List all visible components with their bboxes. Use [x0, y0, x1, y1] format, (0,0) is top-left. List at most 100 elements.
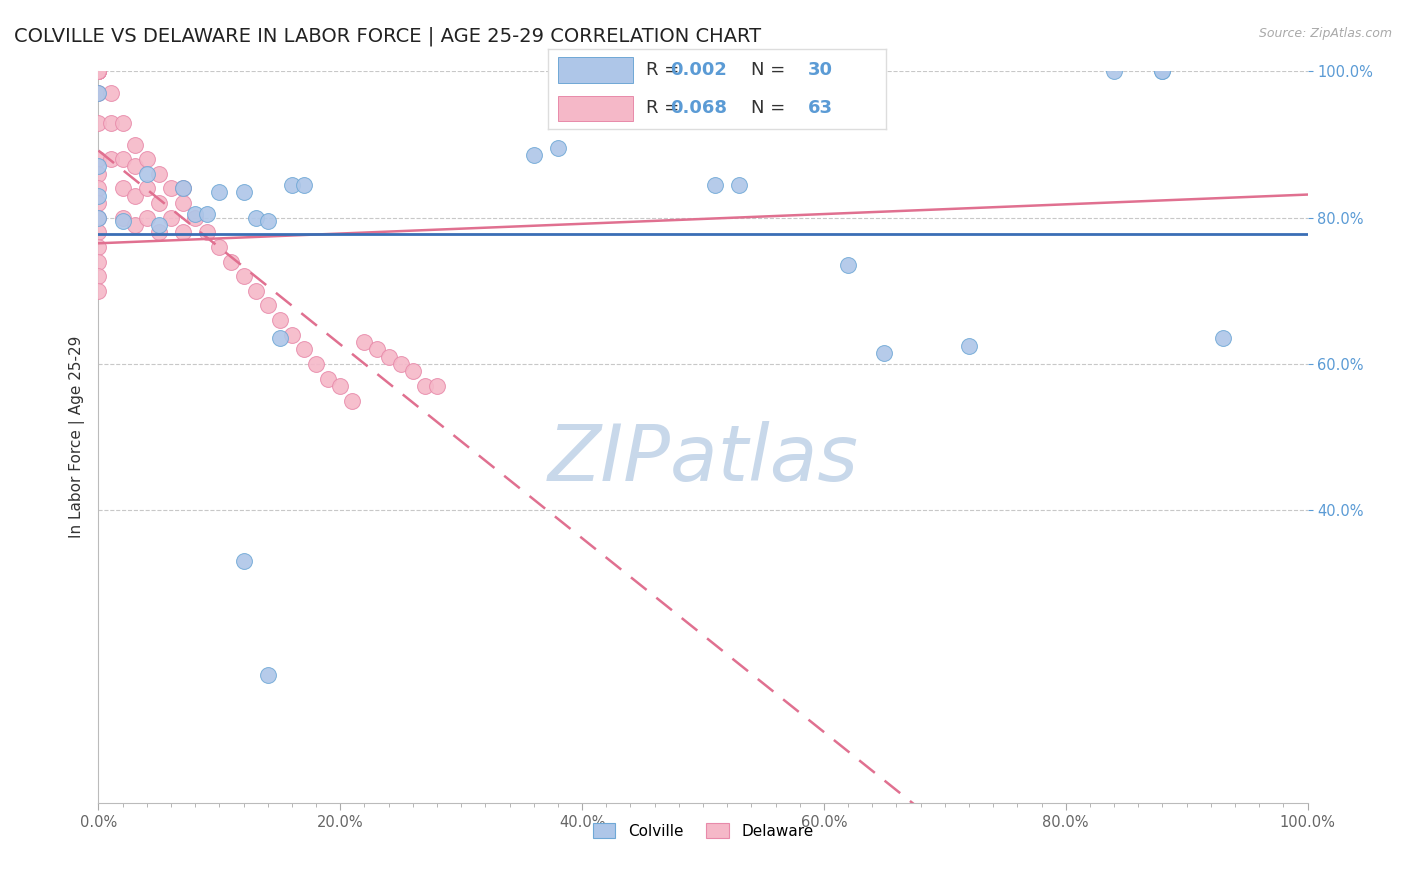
Point [329, 379, 352, 393]
Point [124, 218, 146, 232]
Point [292, 178, 315, 192]
Point [256, 298, 278, 312]
Text: 0.068: 0.068 [669, 100, 727, 118]
Text: 30: 30 [808, 61, 834, 78]
Point [100, 87, 122, 101]
Point [111, 115, 134, 129]
Point [87, 181, 110, 195]
Point [135, 181, 157, 195]
Point [281, 178, 304, 192]
Point [221, 254, 243, 268]
Point [111, 152, 134, 166]
Point [87, 64, 110, 78]
Point [232, 185, 254, 199]
Point [873, 346, 896, 360]
Point [195, 207, 218, 221]
Point [402, 364, 425, 378]
Point [87, 152, 110, 166]
Point [87, 64, 110, 78]
Point [87, 211, 110, 225]
Point [135, 167, 157, 181]
Point [87, 64, 110, 78]
Point [269, 331, 291, 345]
Bar [558, 95, 633, 121]
Point [837, 258, 859, 272]
Point [148, 225, 170, 239]
Point [232, 269, 254, 284]
Point [135, 211, 157, 225]
Point [704, 178, 727, 192]
Point [366, 343, 388, 357]
Point [1102, 64, 1125, 78]
Point [172, 181, 194, 195]
Point [160, 211, 183, 225]
Point [100, 115, 122, 129]
Point [269, 313, 291, 327]
Point [87, 269, 110, 284]
Point [232, 554, 254, 568]
Point [87, 64, 110, 78]
Point [184, 211, 207, 225]
Point [124, 160, 146, 174]
Point [316, 371, 339, 385]
Point [426, 379, 449, 393]
Point [547, 141, 569, 155]
Point [413, 379, 436, 393]
Text: N =: N = [751, 100, 790, 118]
Point [957, 338, 980, 352]
Text: Source: ZipAtlas.com: Source: ZipAtlas.com [1258, 27, 1392, 40]
Point [305, 357, 328, 371]
Point [124, 137, 146, 152]
Point [111, 211, 134, 225]
Point [87, 225, 110, 239]
Text: R =: R = [647, 100, 685, 118]
Point [124, 188, 146, 202]
Point [87, 167, 110, 181]
Text: 0.002: 0.002 [669, 61, 727, 78]
Point [87, 64, 110, 78]
Point [87, 188, 110, 202]
Point [87, 254, 110, 268]
Point [87, 87, 110, 101]
Y-axis label: In Labor Force | Age 25-29: In Labor Force | Age 25-29 [69, 336, 84, 538]
Point [1152, 64, 1174, 78]
Point [87, 211, 110, 225]
Point [87, 64, 110, 78]
Point [111, 181, 134, 195]
Point [160, 181, 183, 195]
Point [87, 87, 110, 101]
Point [87, 240, 110, 254]
Point [135, 152, 157, 166]
Point [353, 334, 375, 349]
Point [281, 327, 304, 342]
Point [148, 196, 170, 211]
Point [389, 357, 412, 371]
Point [195, 225, 218, 239]
Point [256, 214, 278, 228]
Point [87, 64, 110, 78]
Point [256, 667, 278, 681]
Point [728, 178, 751, 192]
Point [208, 185, 231, 199]
Point [100, 152, 122, 166]
Point [292, 343, 315, 357]
Text: 63: 63 [808, 100, 834, 118]
Point [184, 207, 207, 221]
Text: ZIPatlas: ZIPatlas [547, 421, 859, 497]
Point [87, 284, 110, 298]
Text: R =: R = [647, 61, 685, 78]
Point [172, 225, 194, 239]
Bar [558, 57, 633, 83]
Text: COLVILLE VS DELAWARE IN LABOR FORCE | AGE 25-29 CORRELATION CHART: COLVILLE VS DELAWARE IN LABOR FORCE | AG… [14, 27, 761, 46]
Point [523, 148, 546, 162]
Point [87, 64, 110, 78]
Point [172, 181, 194, 195]
Point [377, 350, 399, 364]
Point [87, 115, 110, 129]
Legend: Colville, Delaware: Colville, Delaware [585, 815, 821, 847]
Point [245, 284, 267, 298]
Point [148, 167, 170, 181]
Point [208, 240, 231, 254]
Point [1152, 64, 1174, 78]
Point [87, 196, 110, 211]
